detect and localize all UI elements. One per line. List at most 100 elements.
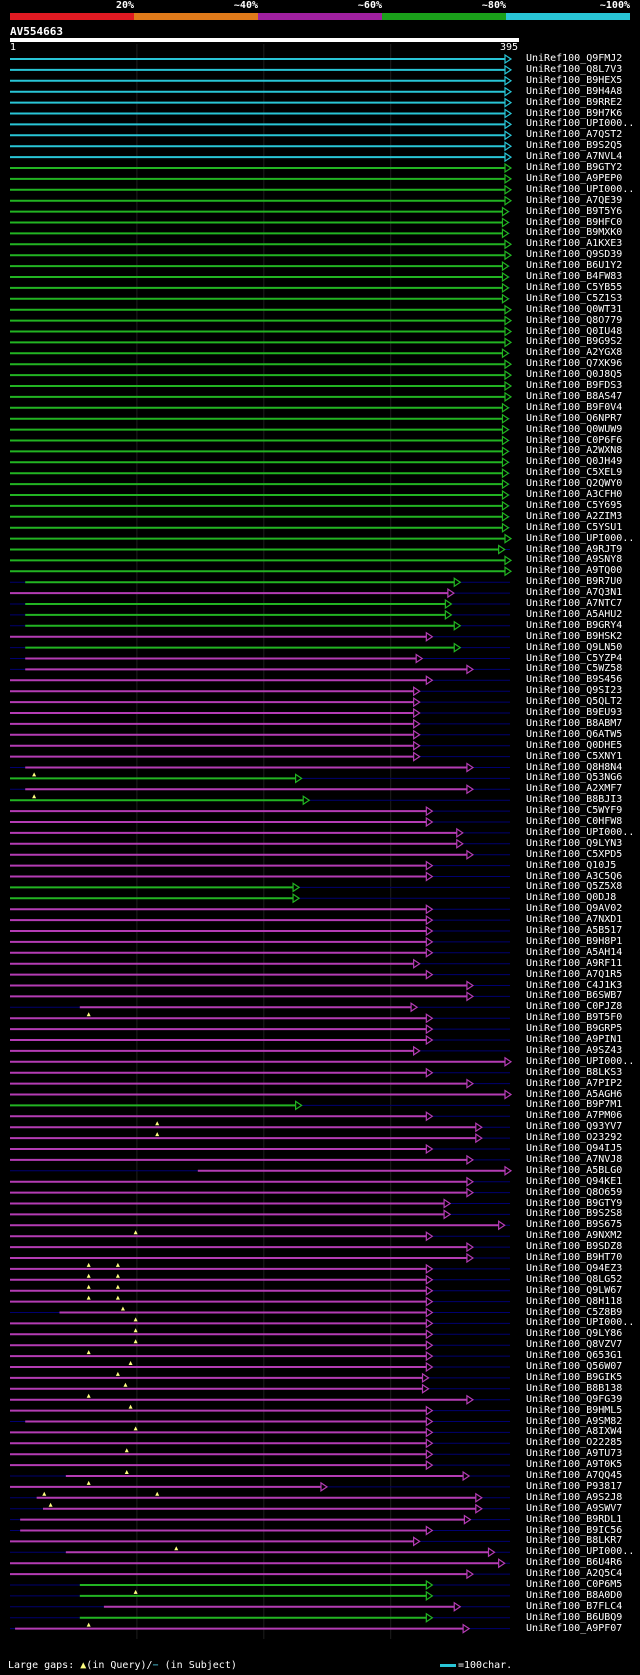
hit-label[interactable]: UniRef100_Q0WUW9 [526, 423, 623, 435]
hit-label[interactable]: UniRef100_A7NTC7 [526, 598, 623, 609]
hit-row[interactable] [10, 805, 510, 817]
hit-label[interactable]: UniRef100_B9S456 [526, 674, 623, 686]
hit-label[interactable]: UniRef100_A5AGH6 [526, 1088, 623, 1100]
hit-row[interactable] [10, 958, 510, 969]
hit-label[interactable]: UniRef100_B9RDL1 [526, 1513, 623, 1525]
hit-row[interactable] [10, 1491, 510, 1503]
hit-row[interactable] [10, 707, 510, 719]
hit-label[interactable]: UniRef100_A7QQ45 [526, 1470, 623, 1481]
hit-row[interactable] [10, 1371, 510, 1384]
hit-row[interactable] [10, 511, 510, 522]
hit-label[interactable]: UniRef100_Q0WT31 [526, 303, 623, 315]
hit-row[interactable] [10, 893, 510, 904]
hit-row[interactable] [10, 740, 510, 751]
hit-row[interactable] [10, 1514, 510, 1525]
hit-label[interactable]: UniRef100_B9F0V4 [526, 401, 623, 413]
hit-label[interactable]: UniRef100_Q94KE1 [526, 1175, 623, 1187]
hit-label[interactable]: UniRef100_A2Q5C4 [526, 1568, 623, 1580]
hit-label[interactable]: UniRef100_B9S2S8 [526, 1208, 623, 1220]
hit-row[interactable] [10, 1002, 510, 1013]
hit-row[interactable] [10, 119, 513, 130]
hit-row[interactable] [10, 849, 510, 860]
hit-label[interactable]: UniRef100_B9GTY9 [526, 1197, 623, 1209]
hit-label[interactable]: UniRef100_B9S2Q5 [526, 140, 623, 152]
hit-row[interactable] [10, 260, 510, 272]
hit-label[interactable]: UniRef100_Q10J5 [526, 859, 617, 871]
hit-row[interactable] [10, 195, 513, 206]
hit-label[interactable]: UniRef100_B9IC56 [526, 1524, 623, 1536]
hit-label[interactable]: UniRef100_A9S2J8 [526, 1491, 623, 1503]
hit-label[interactable]: UniRef100_UPI000.. [526, 118, 635, 130]
hit-label[interactable]: UniRef100_Q9LW67 [526, 1284, 623, 1296]
hit-label[interactable]: UniRef100_B9SDZ8 [526, 1241, 623, 1253]
hit-row[interactable] [10, 1558, 510, 1569]
hit-row[interactable] [10, 544, 510, 555]
hit-row[interactable] [10, 1067, 510, 1078]
hit-label[interactable]: UniRef100_A9TQ00 [526, 565, 623, 577]
hit-label[interactable]: UniRef100_B9GTY2 [526, 162, 623, 173]
hit-label[interactable]: UniRef100_Q0DJ8 [526, 892, 617, 904]
hit-row[interactable] [10, 75, 513, 86]
hit-row[interactable] [10, 1448, 510, 1460]
hit-row[interactable] [10, 794, 510, 806]
hit-label[interactable]: UniRef100_A2XMF7 [526, 783, 623, 795]
hit-row[interactable] [10, 359, 513, 370]
hit-label[interactable]: UniRef100_C5WYF9 [526, 805, 623, 817]
hit-label[interactable]: UniRef100_Q9SI23 [526, 685, 623, 697]
hit-row[interactable] [10, 991, 510, 1002]
hit-row[interactable] [10, 468, 510, 479]
hit-label[interactable]: UniRef100_B9HFC0 [526, 216, 623, 228]
hit-row[interactable] [10, 587, 510, 599]
hit-label[interactable]: UniRef100_B7FLC4 [526, 1600, 623, 1612]
hit-row[interactable] [10, 1056, 513, 1067]
hit-label[interactable]: UniRef100_C0P6M5 [526, 1579, 623, 1590]
hit-row[interactable] [10, 1034, 510, 1046]
hit-label[interactable]: UniRef100_Q9AV02 [526, 903, 623, 915]
hit-label[interactable]: UniRef100_Q0IU48 [526, 325, 623, 337]
hit-row[interactable] [10, 217, 510, 228]
hit-row[interactable] [10, 413, 510, 424]
hit-row[interactable] [10, 1317, 510, 1329]
hit-row[interactable] [10, 293, 510, 304]
hit-row[interactable] [10, 1612, 510, 1623]
hit-row[interactable] [10, 904, 510, 915]
hit-label[interactable]: UniRef100_A7QE39 [526, 194, 623, 206]
hit-label[interactable]: UniRef100_A9SM82 [526, 1415, 623, 1427]
hit-row[interactable] [10, 729, 510, 740]
hit-label[interactable]: UniRef100_Q8O659 [526, 1186, 623, 1198]
hit-row[interactable] [10, 751, 510, 762]
hit-row[interactable] [10, 97, 513, 108]
hit-row[interactable] [10, 522, 510, 533]
hit-row[interactable] [10, 326, 513, 337]
hit-row[interactable] [10, 1089, 513, 1100]
hit-row[interactable] [10, 1121, 510, 1133]
hit-row[interactable] [10, 1622, 510, 1634]
hit-label[interactable]: UniRef100_A7NVL4 [526, 151, 623, 163]
hit-label[interactable]: UniRef100_C5Y695 [526, 499, 623, 511]
hit-label[interactable]: UniRef100_Q0JH49 [526, 456, 623, 468]
hit-label[interactable]: UniRef100_C0P6F6 [526, 434, 623, 446]
hit-label[interactable]: UniRef100_UPI000.. [526, 1055, 635, 1067]
hit-label[interactable]: UniRef100_B9FDS3 [526, 380, 623, 391]
hit-row[interactable] [10, 1579, 510, 1591]
hit-row[interactable] [10, 1198, 510, 1209]
hit-row[interactable] [10, 642, 510, 653]
hit-label[interactable]: UniRef100_Q5Z5X8 [526, 881, 623, 893]
hit-label[interactable]: UniRef100_A7PM06 [526, 1110, 623, 1122]
hit-row[interactable] [10, 1536, 510, 1547]
hit-label[interactable]: UniRef100_B9HML5 [526, 1404, 623, 1416]
hit-label[interactable]: UniRef100_UPI000.. [526, 1546, 635, 1558]
hit-label[interactable]: UniRef100_B8LKS3 [526, 1066, 623, 1078]
hit-label[interactable]: UniRef100_B9EU93 [526, 707, 623, 718]
hit-label[interactable]: UniRef100_A3CFH0 [526, 489, 623, 500]
hit-label[interactable]: UniRef100_Q8LG52 [526, 1273, 623, 1285]
hit-row[interactable] [10, 250, 513, 261]
hit-label[interactable]: UniRef100_B6SWB7 [526, 990, 623, 1002]
hit-row[interactable] [10, 173, 513, 185]
hit-row[interactable] [10, 271, 510, 283]
hit-row[interactable] [10, 315, 513, 326]
hit-row[interactable] [10, 1165, 513, 1176]
hit-label[interactable]: UniRef100_C5XNY1 [526, 750, 623, 762]
hit-label[interactable]: UniRef100_C0HFW8 [526, 816, 623, 827]
hit-label[interactable]: UniRef100_B9T5Y6 [526, 205, 623, 217]
